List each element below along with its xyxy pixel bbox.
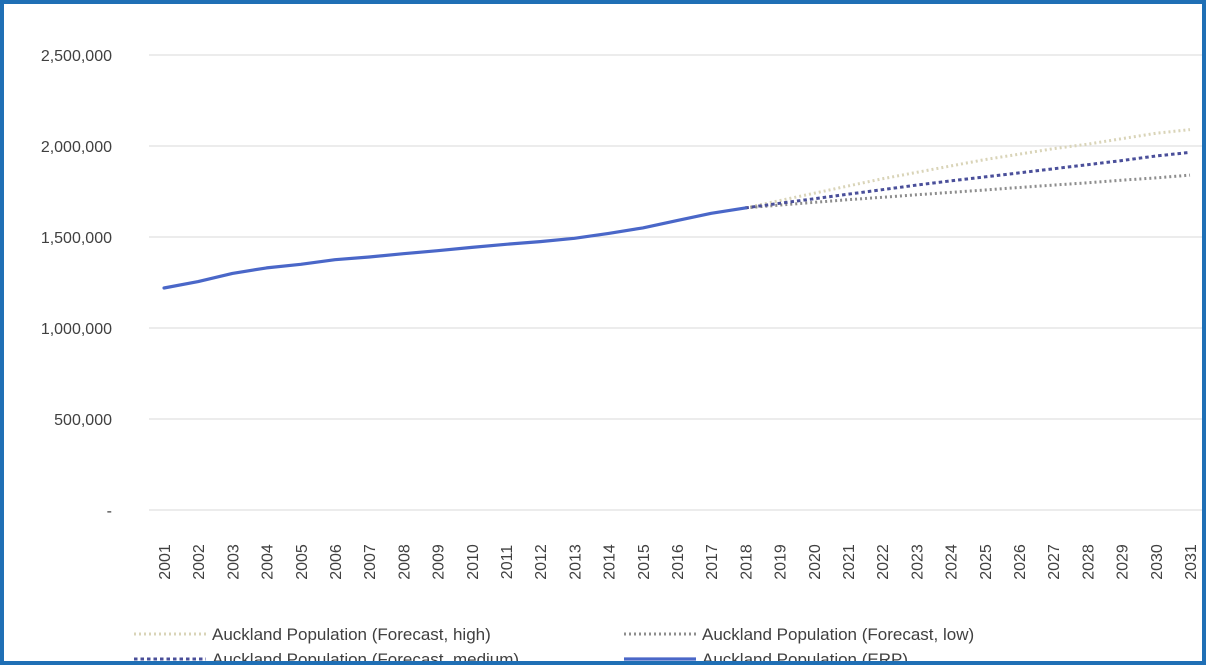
y-tick-label: 500,000	[54, 412, 112, 429]
legend-label: Auckland Population (ERP)	[702, 650, 908, 665]
x-tick-label: 2023	[909, 544, 926, 580]
series-line	[745, 150, 1191, 210]
x-tick-label: 2028	[1080, 544, 1097, 580]
series-line	[745, 173, 1191, 210]
x-tick-label: 2019	[773, 544, 790, 580]
x-tick-label: 2018	[738, 544, 755, 580]
x-tick-label: 2010	[465, 544, 482, 580]
legend-label: Auckland Population (Forecast, high)	[212, 625, 491, 644]
x-tick-label: 2029	[1115, 544, 1132, 580]
x-tick-label: 2025	[978, 544, 995, 580]
x-tick-label: 2004	[260, 544, 277, 580]
series-line	[162, 206, 748, 290]
x-tick-label: 2026	[1012, 544, 1029, 580]
x-tick-label: 2017	[704, 544, 721, 580]
x-tick-label: 2030	[1149, 544, 1166, 580]
y-tick-label: 1,000,000	[41, 321, 112, 338]
x-tick-label: 2012	[533, 544, 550, 580]
x-tick-label: 2008	[396, 544, 413, 580]
y-tick-label: 2,500,000	[41, 48, 112, 65]
x-tick-label: 2014	[602, 544, 619, 580]
y-tick-label: 1,500,000	[41, 230, 112, 247]
x-tick-label: 2003	[225, 544, 242, 580]
x-tick-label: 2022	[875, 544, 892, 580]
x-tick-label: 2031	[1183, 544, 1200, 580]
x-tick-label: 2013	[567, 544, 584, 580]
x-tick-label: 2011	[499, 545, 516, 580]
y-tick-label: -	[107, 503, 112, 520]
x-tick-label: 2016	[670, 544, 687, 580]
x-tick-label: 2024	[944, 544, 961, 580]
x-tick-label: 2005	[294, 544, 311, 580]
x-tick-label: 2020	[807, 544, 824, 580]
x-tick-label: 2015	[636, 544, 653, 580]
x-tick-label: 2001	[157, 544, 174, 580]
x-tick-label: 2021	[841, 544, 858, 580]
legend-label: Auckland Population (Forecast, low)	[702, 625, 974, 644]
x-tick-label: 2002	[191, 544, 208, 580]
x-tick-label: 2007	[362, 544, 379, 580]
series-line	[745, 128, 1191, 210]
x-tick-label: 2027	[1046, 544, 1063, 580]
legend-label: Auckland Population (Forecast, medium)	[212, 650, 519, 665]
x-tick-label: 2009	[431, 544, 448, 580]
y-tick-label: 2,000,000	[41, 139, 112, 156]
line-chart: - 500,000 1,000,000 1,500,000 2,000,000 2,500…	[41, 48, 1202, 665]
x-tick-label: 2006	[328, 544, 345, 580]
